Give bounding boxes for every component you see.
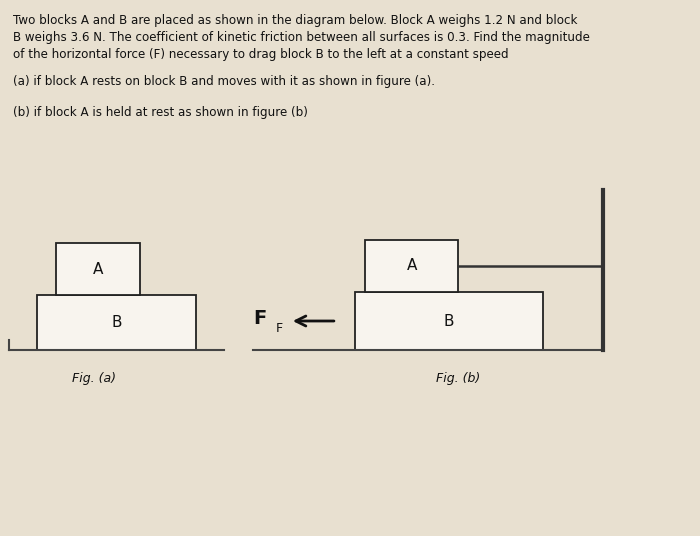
Text: (b) if block A is held at rest as shown in figure (b): (b) if block A is held at rest as shown … — [13, 106, 308, 119]
Text: B: B — [112, 315, 122, 330]
Bar — [365, 240, 458, 292]
Text: B weighs 3.6 N. The coefficient of kinetic friction between all surfaces is 0.3.: B weighs 3.6 N. The coefficient of kinet… — [13, 31, 590, 44]
Text: Fig. (b): Fig. (b) — [436, 372, 480, 385]
Bar — [37, 295, 197, 350]
Text: (a) if block A rests on block B and moves with it as shown in figure (a).: (a) if block A rests on block B and move… — [13, 75, 435, 88]
Text: Fig. (a): Fig. (a) — [71, 372, 116, 385]
Text: Two blocks A and B are placed as shown in the diagram below. Block A weighs 1.2 : Two blocks A and B are placed as shown i… — [13, 14, 577, 27]
Bar — [56, 243, 140, 295]
Text: F: F — [253, 309, 267, 329]
Text: A: A — [93, 262, 104, 277]
Text: A: A — [407, 258, 416, 273]
Text: F: F — [276, 323, 283, 336]
Text: of the horizontal force (F) necessary to drag block B to the left at a constant : of the horizontal force (F) necessary to… — [13, 48, 509, 61]
Bar — [356, 292, 542, 350]
Text: B: B — [444, 314, 454, 329]
